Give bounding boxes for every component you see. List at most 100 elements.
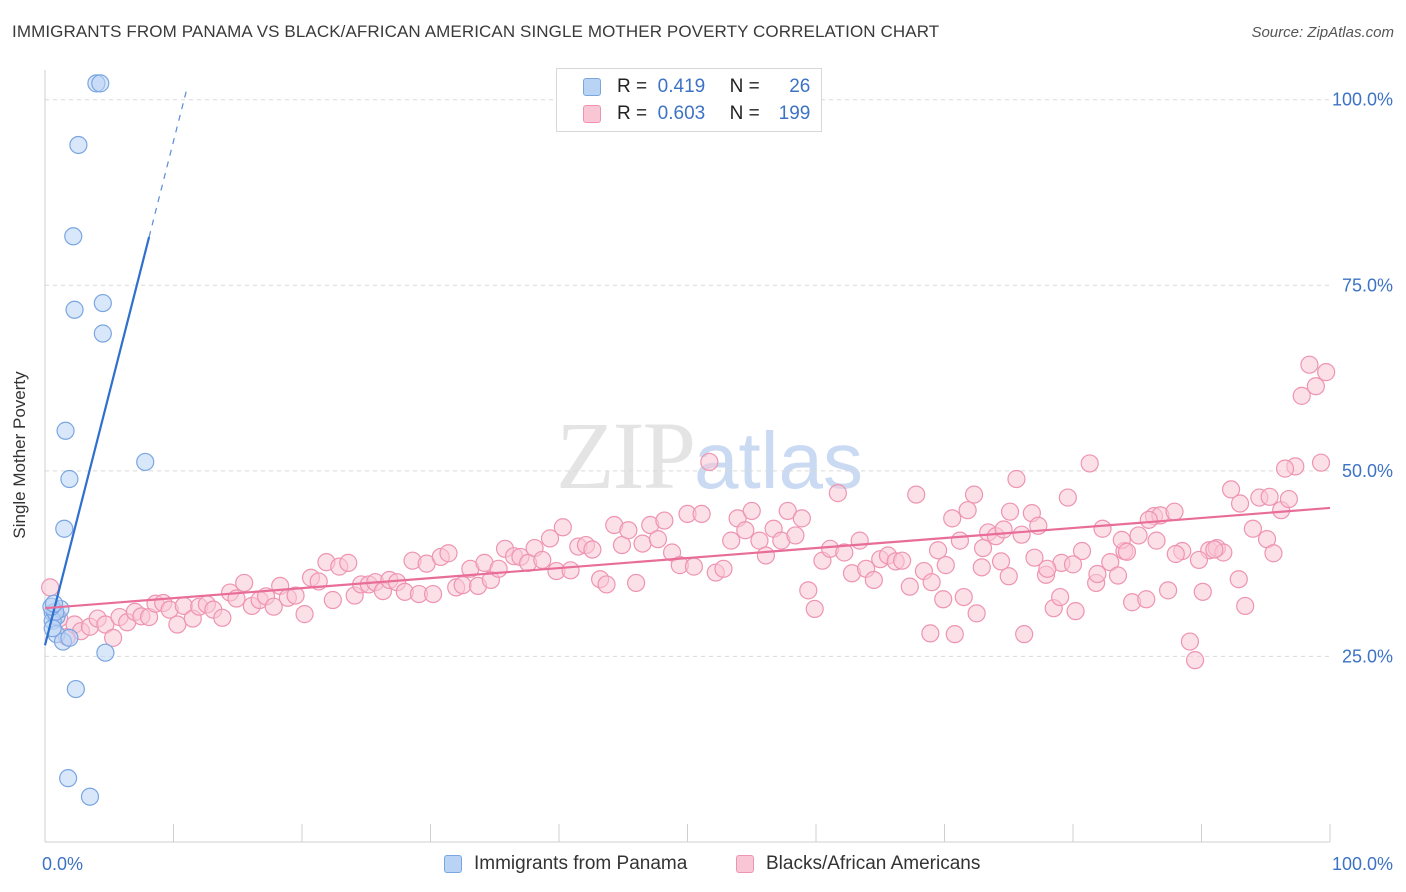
axes bbox=[44, 70, 1331, 843]
blue-data-point bbox=[65, 300, 84, 319]
pink-data-point bbox=[799, 581, 818, 600]
pink-data-point bbox=[684, 557, 704, 576]
pink-data-point bbox=[1311, 453, 1331, 472]
pink-data-point bbox=[655, 511, 674, 530]
blue-data-point bbox=[64, 227, 83, 246]
pink-data-point bbox=[264, 597, 283, 616]
pink-data-point bbox=[1025, 548, 1044, 567]
blue-data-point bbox=[56, 421, 75, 440]
pink-data-point bbox=[967, 604, 986, 623]
pink-data-point bbox=[626, 573, 646, 593]
pink-data-point bbox=[850, 531, 869, 550]
pink-data-point bbox=[1264, 544, 1283, 563]
watermark-zip: ZIP bbox=[556, 402, 696, 509]
pink-data-point bbox=[561, 561, 580, 580]
pink-data-point bbox=[1129, 526, 1148, 545]
pink-data-point bbox=[928, 541, 948, 560]
pink-data-point bbox=[1221, 480, 1241, 499]
pink-data-point bbox=[597, 575, 616, 594]
blue-data-point bbox=[60, 628, 79, 647]
pink-data-point bbox=[999, 567, 1018, 586]
pink-data-point bbox=[41, 578, 60, 597]
legend-r-label: R = bbox=[617, 76, 648, 97]
pink-data-point bbox=[1051, 587, 1070, 607]
bottom-legend-label-blue: Immigrants from Panama bbox=[474, 853, 688, 874]
bottom-legend-pink: Blacks/African Americans bbox=[736, 852, 980, 876]
pink-data-point bbox=[1147, 531, 1166, 550]
pink-data-point bbox=[1236, 596, 1255, 616]
blue-trend-extension bbox=[148, 90, 187, 238]
pink-data-point bbox=[1205, 540, 1224, 559]
pink-data-point bbox=[1158, 581, 1178, 600]
pink-data-point bbox=[1166, 544, 1185, 564]
pink-data-point bbox=[1012, 525, 1031, 544]
pink-data-point bbox=[1038, 559, 1057, 578]
blue-data-point bbox=[80, 787, 100, 806]
pink-data-point bbox=[1260, 487, 1279, 506]
pink-data-point bbox=[439, 544, 458, 563]
legend-n-label: N = bbox=[729, 103, 760, 124]
blue-data-point bbox=[96, 643, 115, 662]
pink-data-point bbox=[1007, 469, 1026, 489]
blue-data-point bbox=[66, 679, 85, 699]
correlation-legend: R = 0.419 N = 26 R = 0.603 N = 199 bbox=[556, 68, 822, 132]
blue-data-point bbox=[93, 293, 112, 313]
pink-data-point bbox=[805, 599, 824, 619]
pink-data-point bbox=[1058, 488, 1077, 507]
blue-data-point bbox=[69, 135, 88, 155]
pink-data-point bbox=[1000, 502, 1020, 521]
chart-title: IMMIGRANTS FROM PANAMA VS BLACK/AFRICAN … bbox=[12, 22, 940, 41]
pink-data-point bbox=[619, 521, 638, 540]
pink-data-point bbox=[1317, 363, 1336, 382]
pink-data-point bbox=[295, 605, 314, 624]
pink-data-point bbox=[1306, 377, 1325, 396]
pink-data-point bbox=[1275, 459, 1295, 478]
y-axis-label: Single Mother Poverty bbox=[10, 371, 29, 539]
legend-r-value-pink: 0.603 bbox=[657, 103, 706, 124]
bottom-legend-label-pink: Blacks/African Americans bbox=[766, 853, 981, 874]
watermark: ZIPatlas bbox=[556, 400, 863, 511]
pink-data-point bbox=[1137, 590, 1156, 609]
bottom-legend-swatch-pink bbox=[736, 855, 754, 873]
x-tick-label: 0.0% bbox=[42, 854, 83, 874]
trend-lines bbox=[43, 90, 1331, 646]
pink-data-point bbox=[864, 570, 883, 590]
blue-data-point bbox=[93, 324, 112, 343]
pink-data-point bbox=[339, 553, 358, 572]
pink-data-point bbox=[973, 538, 993, 558]
pink-data-point bbox=[1072, 541, 1092, 561]
pink-data-point bbox=[1066, 602, 1085, 621]
pink-data-point bbox=[1093, 519, 1112, 538]
pink-data-point bbox=[1230, 494, 1250, 513]
legend-row-pink: R = 0.603 N = 199 bbox=[583, 102, 810, 126]
blue-data-point bbox=[136, 452, 155, 472]
pink-data-point bbox=[533, 550, 552, 570]
pink-data-point bbox=[722, 531, 741, 550]
pink-data-point bbox=[633, 534, 652, 553]
pink-data-point bbox=[1117, 542, 1137, 561]
pink-data-point bbox=[1185, 651, 1205, 670]
pink-data-point bbox=[991, 552, 1011, 571]
pink-data-point bbox=[423, 584, 443, 604]
pink-data-point bbox=[1139, 510, 1158, 529]
pink-data-point bbox=[714, 559, 733, 578]
pink-data-point bbox=[778, 501, 797, 521]
pink-data-point bbox=[692, 504, 711, 524]
pink-data-point bbox=[1080, 454, 1099, 473]
pink-data-point bbox=[1229, 570, 1248, 589]
pink-data-point bbox=[954, 587, 973, 607]
y-tick-label: 25.0% bbox=[1342, 646, 1393, 666]
pink-data-point bbox=[921, 624, 940, 643]
pink-data-point bbox=[1108, 566, 1128, 585]
pink-data-point bbox=[964, 485, 984, 504]
legend-row-blue: R = 0.419 N = 26 bbox=[583, 75, 810, 99]
legend-n-value-pink: 199 bbox=[778, 103, 811, 124]
y-tick-label: 100.0% bbox=[1332, 90, 1393, 110]
pink-data-point bbox=[96, 615, 115, 634]
pink-data-point bbox=[1180, 632, 1200, 651]
pink-data-point bbox=[286, 586, 305, 605]
legend-n-value-blue: 26 bbox=[789, 76, 811, 97]
pink-data-point bbox=[922, 573, 941, 592]
pink-trend-line bbox=[44, 506, 1331, 610]
